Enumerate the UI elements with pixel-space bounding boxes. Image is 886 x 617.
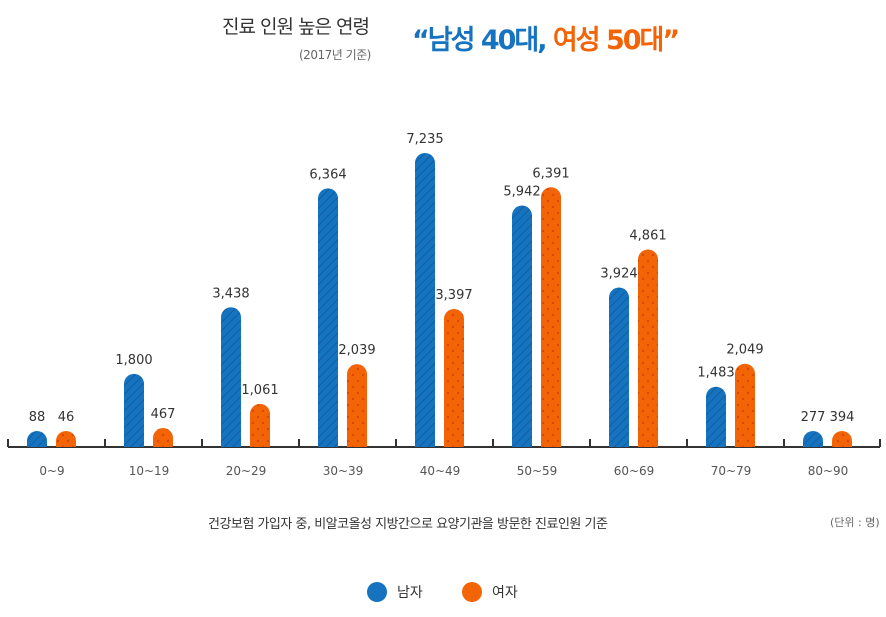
data-label: 6,391 xyxy=(532,166,569,181)
headline-open-quote: “ xyxy=(412,25,430,56)
bar-male xyxy=(318,188,338,447)
bar-female xyxy=(153,428,173,447)
data-label: 5,942 xyxy=(503,185,540,200)
chart-title: 진료 인원 높은 연령 xyxy=(222,16,370,38)
data-label: 1,061 xyxy=(241,383,278,398)
legend-label-female: 여자 xyxy=(492,585,518,601)
x-tick-label: 60~69 xyxy=(614,464,655,478)
data-label: 467 xyxy=(151,407,176,422)
unit-label: (단위 : 명) xyxy=(830,516,880,529)
bar-female xyxy=(735,363,755,447)
bar-male xyxy=(512,205,532,447)
data-label: 1,800 xyxy=(115,353,152,368)
bar-male xyxy=(609,287,629,447)
data-label: 3,438 xyxy=(212,286,249,301)
headline: “남성 40대, 여성 50대” xyxy=(412,18,680,57)
data-label: 1,483 xyxy=(697,366,734,381)
legend-item-female: 여자 xyxy=(462,582,518,602)
x-tick-label: 40~49 xyxy=(420,464,461,478)
data-label: 277 xyxy=(801,410,826,425)
legend-swatch-male xyxy=(367,582,387,602)
x-tick-label: 20~29 xyxy=(226,464,267,478)
x-tick-label: 0~9 xyxy=(39,464,64,478)
chart-subtitle: (2017년 기준) xyxy=(299,48,371,62)
headline-female: 여성 50대 xyxy=(552,25,664,56)
chart-footnote: 건강보험 가입자 중, 비알코올성 지방간으로 요양기관을 방문한 진료인원 기… xyxy=(208,517,608,532)
legend-swatch-female xyxy=(462,582,482,602)
bar-female xyxy=(832,430,852,447)
data-label: 7,235 xyxy=(406,132,443,147)
headline-close-quote: ” xyxy=(662,25,680,56)
x-tick-label: 30~39 xyxy=(323,464,364,478)
bar-male xyxy=(415,153,435,447)
data-label: 3,924 xyxy=(600,267,637,282)
headline-male: 남성 40대, xyxy=(427,25,548,56)
bar-male xyxy=(27,431,47,447)
data-label: 6,364 xyxy=(309,167,346,182)
data-label: 88 xyxy=(29,410,46,425)
bar-male xyxy=(803,431,823,447)
legend-item-male: 남자 xyxy=(367,582,423,602)
bar-female xyxy=(347,364,367,447)
data-label: 2,049 xyxy=(726,343,763,358)
data-label: 4,861 xyxy=(629,228,666,243)
bar-female xyxy=(250,403,270,447)
bar-male xyxy=(124,373,144,447)
data-label: 2,039 xyxy=(338,343,375,358)
bar-male xyxy=(706,386,726,447)
bar-female xyxy=(444,308,464,447)
bar-female xyxy=(541,187,561,447)
x-tick-label: 10~19 xyxy=(129,464,170,478)
legend-label-male: 남자 xyxy=(397,585,423,601)
data-label: 3,397 xyxy=(435,288,472,303)
bar-male xyxy=(221,307,241,447)
data-label: 394 xyxy=(830,410,855,425)
bar-female xyxy=(638,249,658,447)
bar-female xyxy=(56,431,76,447)
x-tick-label: 50~59 xyxy=(517,464,558,478)
data-label: 46 xyxy=(58,410,75,425)
x-tick-label: 80~90 xyxy=(808,464,849,478)
x-tick-label: 70~79 xyxy=(711,464,752,478)
